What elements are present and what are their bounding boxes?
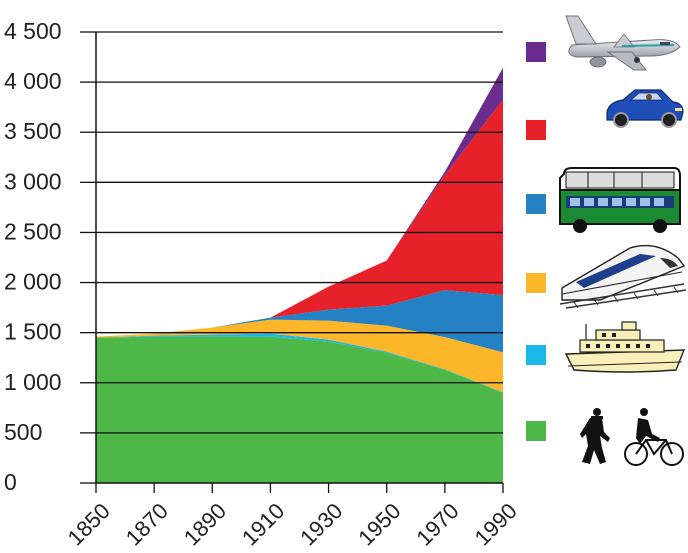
train-icon [559,244,687,309]
y-tick-label: 500 [4,419,42,445]
x-tick-label: 1930 [295,498,347,550]
y-tick-label: 1 000 [4,369,62,395]
bus-icon [559,167,681,233]
area-series-4 [96,99,503,337]
x-tick-label: 1890 [179,498,231,550]
y-tick-label: 2 500 [4,218,62,244]
legend-swatch-ferry [526,345,546,365]
area-series-2 [96,319,503,393]
car-icon [606,89,684,128]
legend-swatch-car [526,120,546,140]
legend-swatch-train [526,273,546,293]
x-tick-label: 1910 [237,498,289,550]
area-series-0 [96,336,503,483]
x-tick-label: 1850 [63,498,115,550]
y-tick-label: 1 500 [4,319,62,345]
ferry-icon [564,321,686,373]
x-tick-label: 1970 [411,498,463,550]
area-series-3 [96,290,503,353]
x-tick-label: 1990 [470,498,522,550]
legend-swatch-walking-and-cycling [526,421,546,441]
airplane-icon [565,15,681,71]
y-tick-label: 4 000 [4,68,62,94]
x-tick-label: 1950 [353,498,405,550]
y-tick-label: 3 500 [4,118,62,144]
y-tick-label: 4 500 [4,18,62,44]
walking-and-cycling-icon [580,408,684,466]
legend-swatch-airplane [526,42,546,62]
legend-swatch-bus [526,194,546,214]
x-tick-label: 1870 [121,498,173,550]
y-tick-label: 2 000 [4,269,62,295]
y-tick-label: 0 [4,469,17,495]
y-tick-label: 3 000 [4,168,62,194]
